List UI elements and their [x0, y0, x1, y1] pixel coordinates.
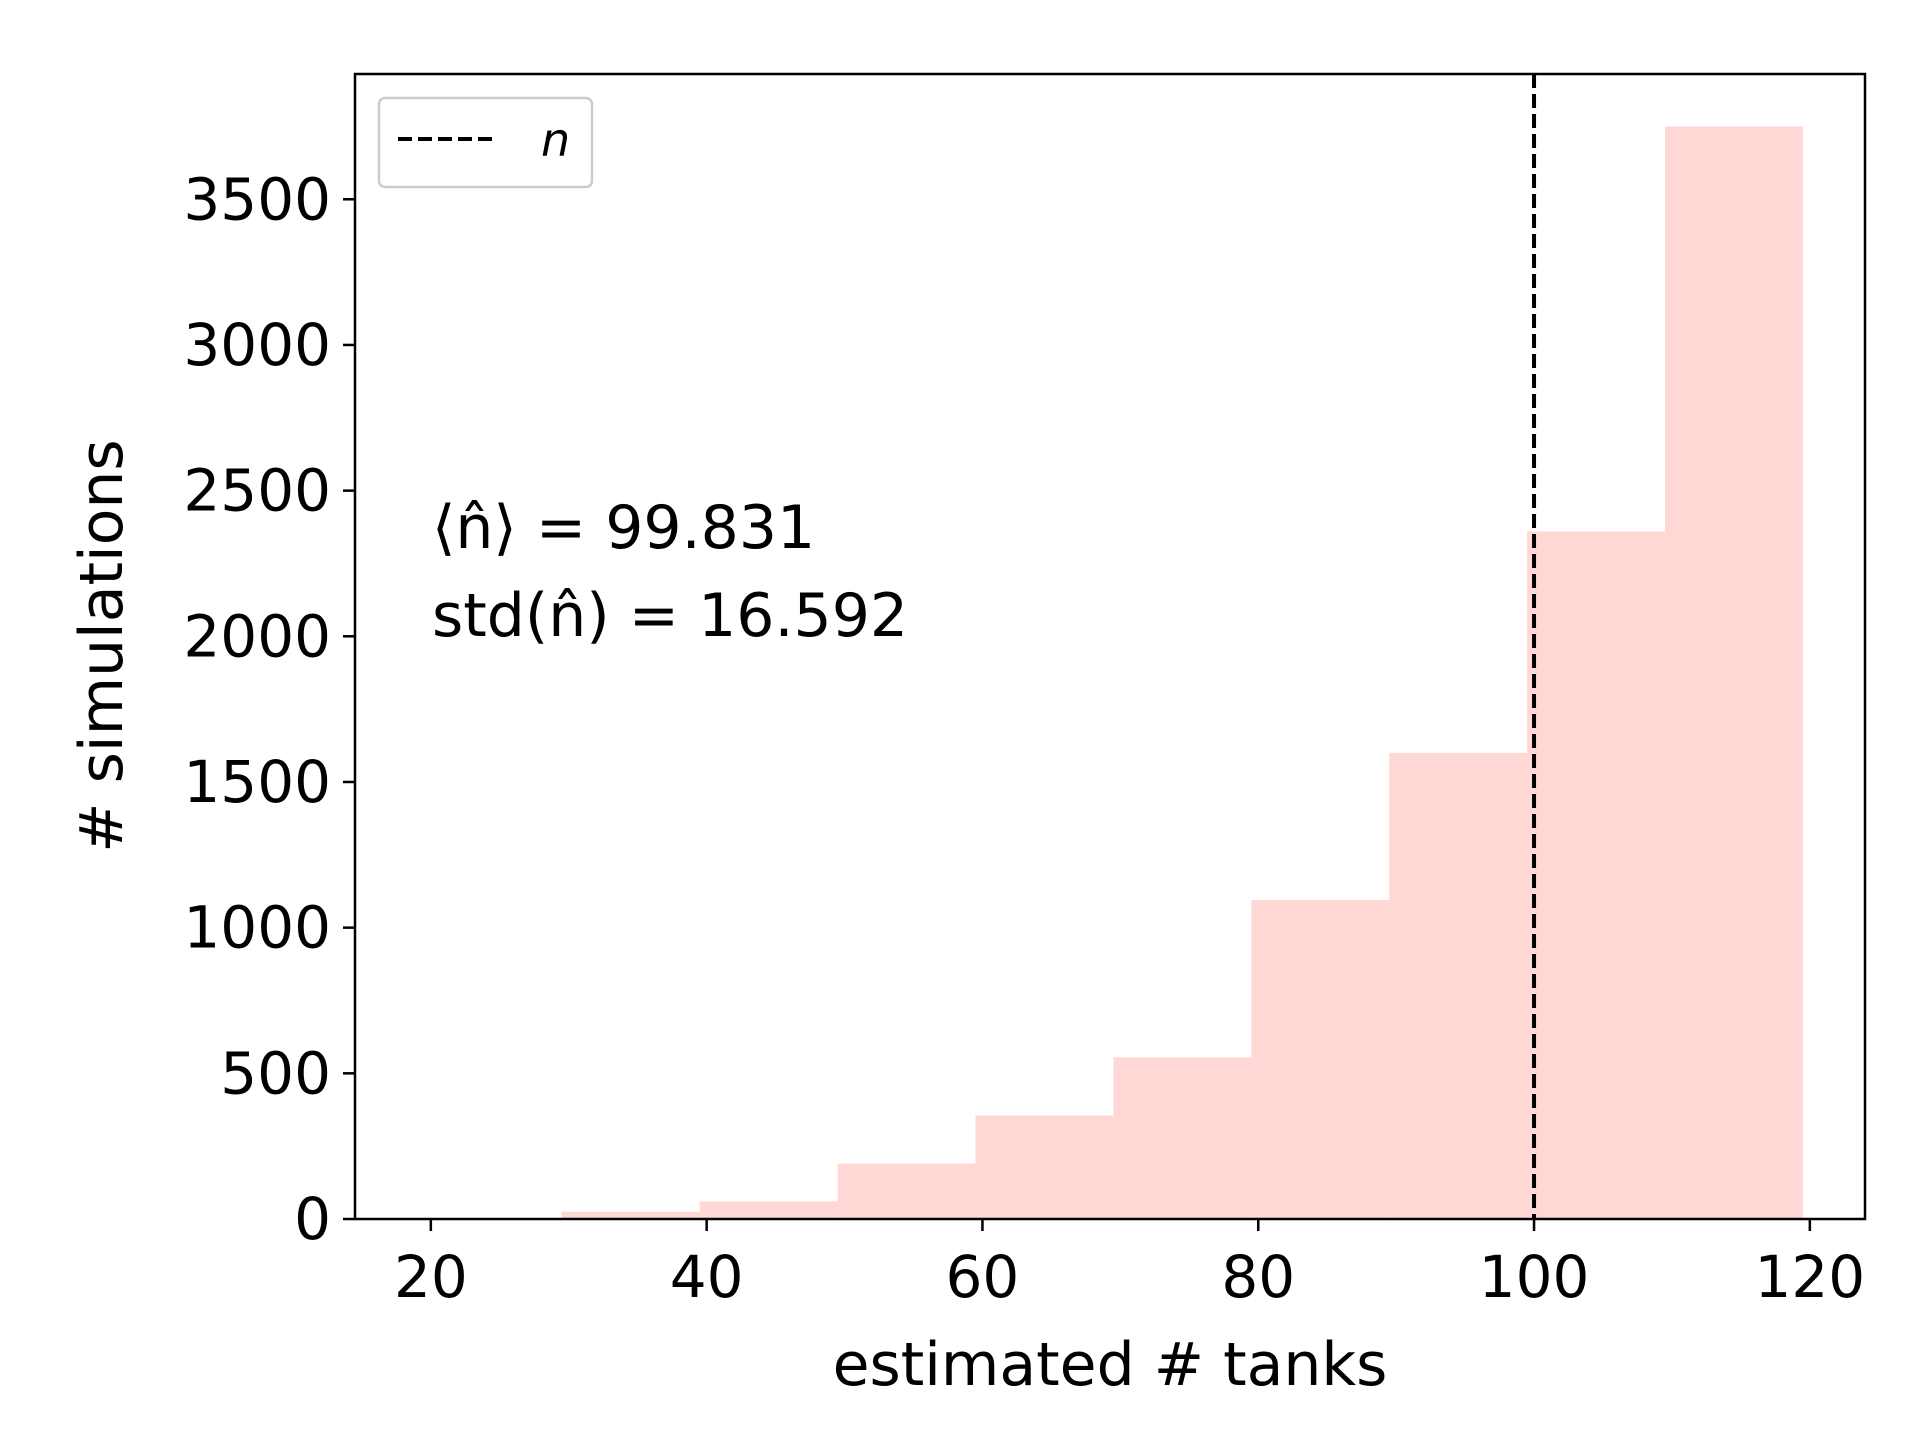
- histogram-bar: [1251, 899, 1390, 1219]
- histogram-bar: [1527, 531, 1666, 1219]
- histogram-bar: [1113, 1057, 1252, 1219]
- x-tick-label: 100: [1479, 1243, 1590, 1311]
- y-tick-label: 2500: [183, 457, 331, 525]
- x-tick-label: 120: [1754, 1243, 1865, 1311]
- y-tick-label: 2000: [183, 602, 331, 670]
- histogram-bar: [1389, 752, 1528, 1219]
- y-tick-label: 1000: [183, 894, 331, 962]
- x-tick-label: 60: [946, 1243, 1020, 1311]
- histogram-bar: [975, 1115, 1114, 1219]
- histogram-bars: [561, 126, 1803, 1219]
- y-axis-ticks: 0 500 1000 1500 2000 2500 3000 3500: [183, 165, 355, 1253]
- y-tick-label: 0: [294, 1185, 331, 1253]
- plot-area-frame: [353, 72, 1867, 1221]
- legend-label-n: n: [541, 113, 570, 167]
- y-tick-label: 1500: [183, 748, 331, 816]
- annotation-mean: ⟨n̂⟩ = 99.831: [432, 493, 815, 563]
- x-tick-label: 80: [1221, 1243, 1295, 1311]
- x-tick-label: 20: [394, 1243, 468, 1311]
- histogram-bar: [1665, 126, 1803, 1219]
- histogram-bar: [837, 1163, 976, 1219]
- y-tick-label: 500: [220, 1039, 331, 1107]
- y-tick-label: 3000: [183, 311, 331, 379]
- legend-box: [377, 96, 594, 189]
- annotation-std: std(n̂) = 16.592: [432, 581, 908, 651]
- legend: n: [377, 96, 594, 189]
- y-tick-label: 3500: [183, 165, 331, 233]
- y-axis-label: # simulations: [67, 439, 137, 852]
- x-tick-label: 40: [670, 1243, 744, 1311]
- histogram-bar: [561, 1211, 700, 1219]
- x-axis-ticks: 20 40 60 80 100 120: [394, 1219, 1865, 1311]
- histogram-bar: [699, 1201, 838, 1219]
- x-axis-label: estimated # tanks: [833, 1330, 1388, 1400]
